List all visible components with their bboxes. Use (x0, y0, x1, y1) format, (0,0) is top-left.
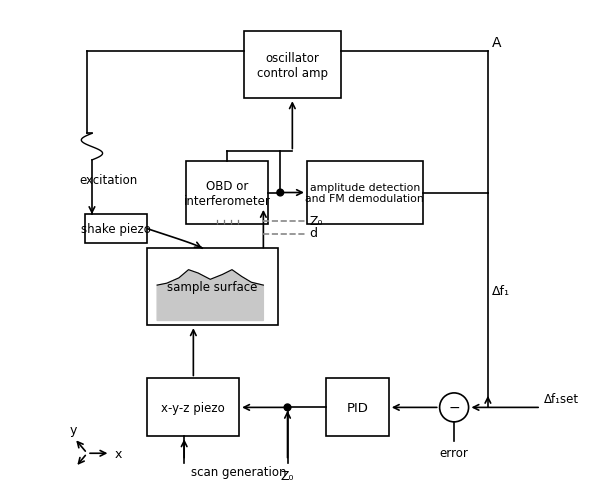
Bar (147, 379, 239, 436)
Bar (326, 379, 389, 436)
Text: d: d (309, 226, 317, 240)
Text: excitation: excitation (79, 173, 137, 186)
Text: scan generation: scan generation (191, 466, 287, 478)
Text: amplitude detection
and FM demodulation: amplitude detection and FM demodulation (306, 183, 424, 204)
Text: A: A (492, 36, 501, 49)
Text: x-y-z piezo: x-y-z piezo (161, 401, 225, 414)
Text: shake piezo: shake piezo (81, 223, 151, 236)
Bar (85, 215, 147, 244)
Circle shape (284, 404, 291, 411)
Text: Z₀: Z₀ (281, 469, 294, 482)
Bar (147, 248, 278, 325)
Bar (307, 162, 423, 224)
Text: oscillator
control amp: oscillator control amp (257, 51, 328, 80)
Text: −: − (448, 400, 460, 413)
Bar (244, 32, 341, 99)
Bar (186, 162, 268, 224)
Text: error: error (440, 446, 469, 459)
Text: Δf₁set: Δf₁set (544, 392, 579, 405)
Polygon shape (157, 270, 263, 321)
Text: x: x (115, 447, 123, 460)
Text: sample surface: sample surface (167, 281, 258, 294)
Circle shape (440, 393, 469, 422)
Text: y: y (69, 423, 77, 436)
Text: OBD or
interferometer: OBD or interferometer (184, 179, 271, 207)
Circle shape (277, 190, 284, 197)
Text: Δf₁: Δf₁ (492, 284, 510, 297)
Text: Z₀: Z₀ (309, 215, 323, 227)
Text: PID: PID (347, 401, 368, 414)
